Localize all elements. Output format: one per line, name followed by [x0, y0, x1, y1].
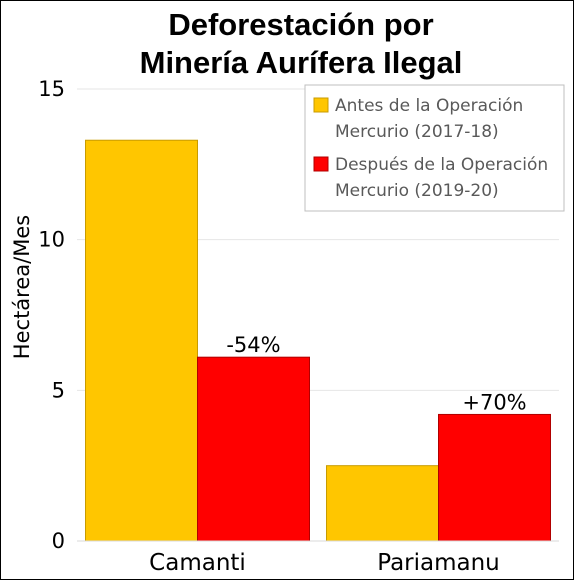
y-tick-label: 10 — [38, 228, 65, 252]
y-tick-labels: 0 5 10 15 — [38, 77, 65, 553]
y-axis-label: Hectárea/Mes — [10, 215, 34, 359]
legend-label-before-line-1: Antes de la Operación — [335, 96, 523, 116]
category-label: Pariamanu — [377, 550, 500, 576]
data-labels: -54% +70% — [226, 333, 526, 414]
bar-pariamanu-series-0 — [326, 465, 439, 542]
data-label: -54% — [226, 333, 280, 357]
bar-camanti-series-1 — [197, 356, 310, 542]
chart-title-line-2: Minería Aurífera Ilegal — [140, 45, 463, 80]
y-tick-label: 0 — [52, 529, 65, 553]
data-label: +70% — [462, 390, 526, 414]
bars — [85, 139, 551, 542]
legend-swatch-before — [313, 97, 329, 113]
bar-pariamanu-series-1 — [438, 413, 551, 542]
bar-camanti-series-0 — [85, 139, 198, 542]
category-label: Camanti — [149, 550, 246, 576]
legend-label-after-line-2: Mercurio (2019-20) — [335, 181, 499, 201]
legend-label-before-line-2: Mercurio (2017-18) — [335, 122, 499, 142]
legend-swatch-after — [313, 156, 329, 172]
legend: Antes de la Operación Mercurio (2017-18)… — [304, 84, 565, 212]
chart-title-line-1: Deforestación por — [168, 7, 433, 42]
legend-box — [304, 84, 565, 212]
category-labels: Camanti Pariamanu — [149, 550, 500, 576]
y-tick-label: 15 — [38, 77, 65, 101]
y-tick-label: 5 — [52, 378, 65, 402]
legend-label-after-line-1: Después de la Operación — [335, 155, 548, 175]
